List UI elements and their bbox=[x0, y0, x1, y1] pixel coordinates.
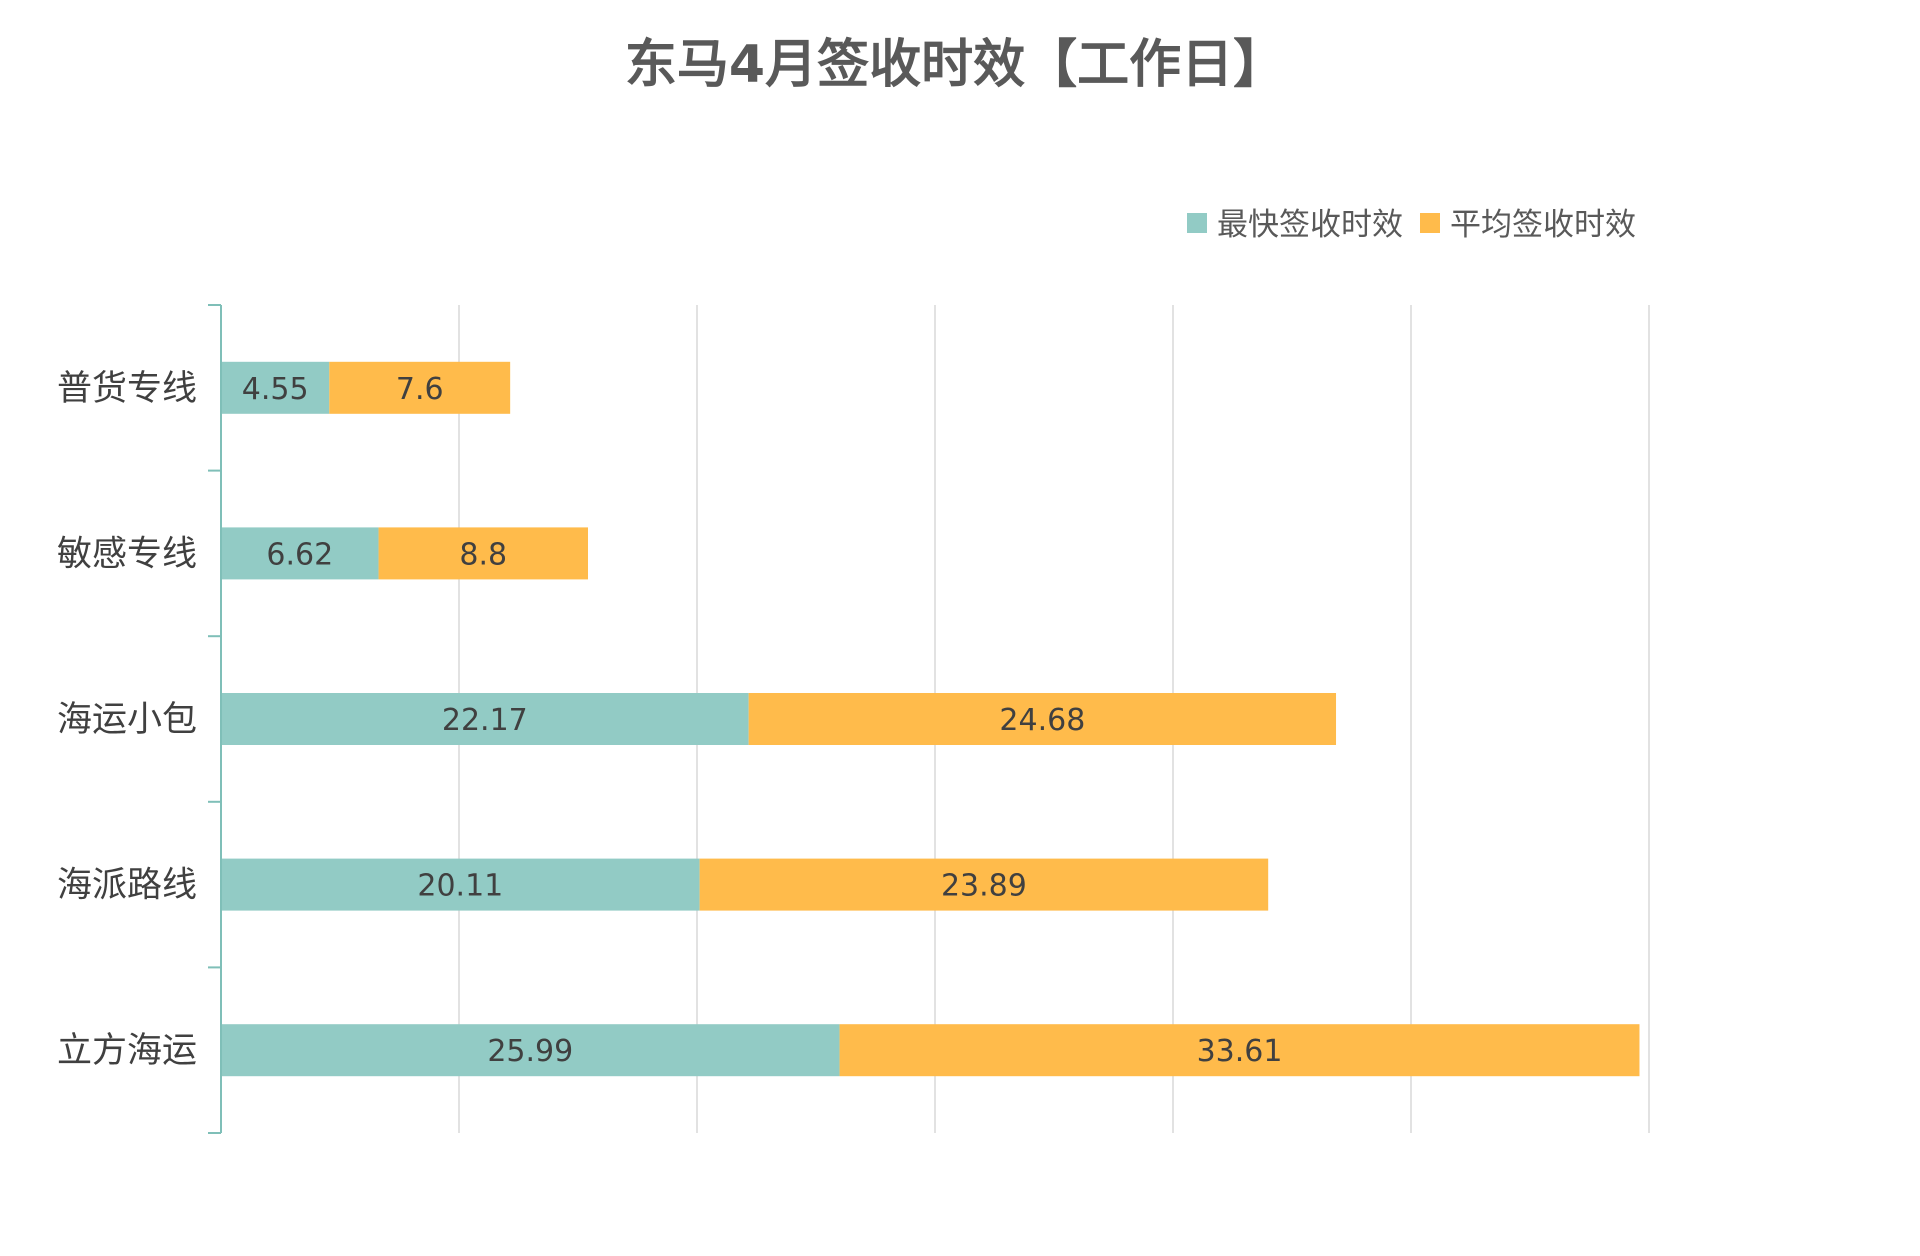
bar-segment bbox=[839, 1024, 1640, 1077]
data-label: 8.8 bbox=[459, 537, 507, 572]
data-label: 4.55 bbox=[242, 372, 309, 407]
data-label: 20.11 bbox=[417, 869, 503, 904]
bar-segment bbox=[699, 858, 1269, 911]
data-label: 24.68 bbox=[999, 703, 1085, 738]
data-label: 33.61 bbox=[1197, 1034, 1283, 1069]
bar-segment bbox=[378, 527, 588, 580]
bar-segment bbox=[221, 1024, 840, 1077]
chart-title: 东马4月签收时效【工作日】 bbox=[625, 35, 1285, 95]
legend-label: 最快签收时效 bbox=[1217, 207, 1403, 243]
bars bbox=[221, 361, 1640, 1077]
category-label: 海派路线 bbox=[57, 866, 197, 906]
value-labels: 4.55 7.6 6.62 8.8 22.17 24.68 20.11 23.89 25.99 3… bbox=[242, 372, 1283, 1069]
data-label: 7.6 bbox=[396, 372, 444, 407]
bar-segment bbox=[748, 693, 1337, 745]
bar-segment bbox=[221, 858, 700, 911]
bar-segment bbox=[221, 693, 749, 745]
data-label: 6.62 bbox=[266, 537, 333, 572]
category-label: 敏感专线 bbox=[57, 534, 197, 574]
legend-swatch bbox=[1187, 213, 1207, 233]
legend: 最快签收时效 平均签收时效 bbox=[1187, 207, 1636, 243]
legend-label: 平均签收时效 bbox=[1450, 207, 1636, 243]
bar-segment bbox=[221, 361, 330, 414]
category-label: 海运小包 bbox=[57, 700, 197, 740]
data-label: 23.89 bbox=[941, 869, 1027, 904]
bar-segment bbox=[329, 361, 511, 414]
category-label: 立方海运 bbox=[57, 1031, 197, 1071]
category-label: 普货专线 bbox=[57, 369, 197, 409]
data-label: 22.17 bbox=[442, 703, 528, 738]
category-axis bbox=[208, 304, 222, 1134]
data-label: 25.99 bbox=[487, 1034, 573, 1069]
bar-segment bbox=[221, 527, 379, 580]
legend-swatch bbox=[1420, 213, 1440, 233]
